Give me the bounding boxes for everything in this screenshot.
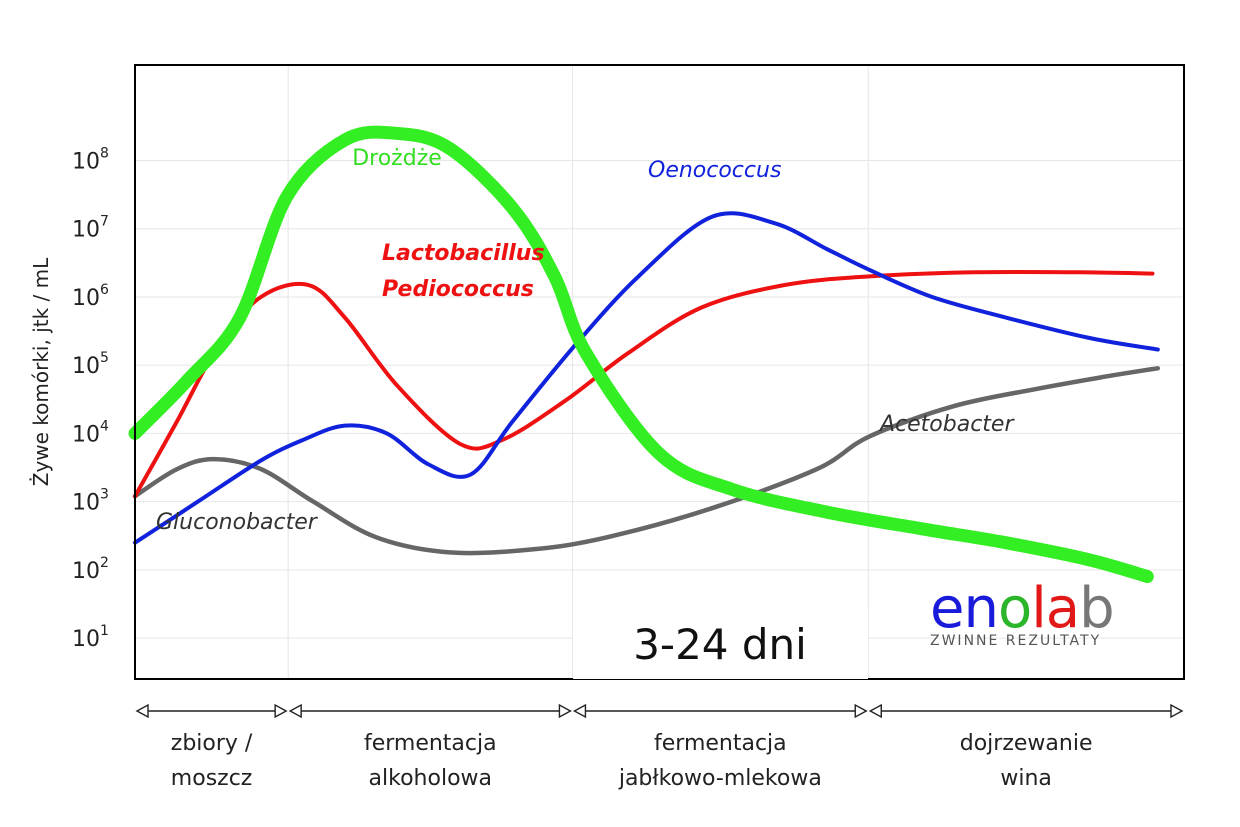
phase-label-line2: jabłkowo-mlekowa <box>618 766 822 791</box>
y-tick-label: 101 <box>72 623 109 652</box>
series-label-pediococcus: Pediococcus <box>382 277 534 302</box>
y-tick-label: 107 <box>72 214 109 243</box>
series-label-drozdze: Drożdże <box>352 146 442 171</box>
y-tick-label: 102 <box>72 555 109 584</box>
arrow-head <box>274 703 288 719</box>
series-label-lactobacillus: Lactobacillus <box>382 241 545 266</box>
logo-letter-o: o <box>998 576 1031 641</box>
series-label-gluconobacter: Gluconobacter <box>156 510 319 535</box>
arrow-head <box>854 703 868 719</box>
series-label-acetobacter: Acetobacter <box>878 412 1015 437</box>
phase-label-line2: alkoholowa <box>369 766 492 791</box>
logo-letter-e: e <box>930 576 963 641</box>
logo-letter-a: a <box>1046 576 1079 641</box>
series-lines <box>128 125 1161 583</box>
duration-box <box>573 608 868 679</box>
arrow-head <box>288 703 302 719</box>
y-tick-labels: 101 102 103 104 105 106 107 108 <box>72 146 109 653</box>
y-tick-label: 104 <box>72 418 109 447</box>
series-label-oenococcus: Oenococcus <box>648 158 781 183</box>
phase-timeline: zbiory / moszcz fermentacja alkoholowa ferme… <box>135 703 1184 791</box>
arrow-head <box>135 703 149 719</box>
series-line-1 <box>133 269 1155 499</box>
y-tick-label: 108 <box>72 146 109 175</box>
phase-label-line1: fermentacja <box>654 731 787 756</box>
y-axis-label: Żywe komórki, jtk / mL <box>29 257 53 486</box>
logo-letter-b: b <box>1079 576 1114 641</box>
phase-label-line1: dojrzewanie <box>960 731 1093 756</box>
phase-label-line2: moszcz <box>171 766 253 791</box>
series-line-0 <box>128 125 1154 583</box>
arrow-head <box>572 703 587 719</box>
logo-letter-l: l <box>1031 576 1046 641</box>
y-tick-label: 103 <box>72 487 109 516</box>
phase-label-line2: wina <box>1000 766 1052 791</box>
y-tick-label: 106 <box>72 282 109 311</box>
arrow-head <box>558 703 572 719</box>
arrow-head <box>868 703 882 719</box>
arrow-head <box>1170 703 1184 719</box>
enolab-logo: enolab ZWINNE REZULTATY <box>930 576 1115 649</box>
svg-text:enolab: enolab <box>930 576 1114 641</box>
logo-letter-n: n <box>963 576 998 641</box>
y-tick-label: 105 <box>72 350 109 379</box>
phase-label-line1: zbiory / <box>171 731 253 756</box>
logo-tagline: ZWINNE REZULTATY <box>930 633 1101 649</box>
duration-label: 3-24 dni <box>633 620 807 669</box>
series-line-2 <box>133 211 1160 545</box>
phase-label-line1: fermentacja <box>364 731 497 756</box>
